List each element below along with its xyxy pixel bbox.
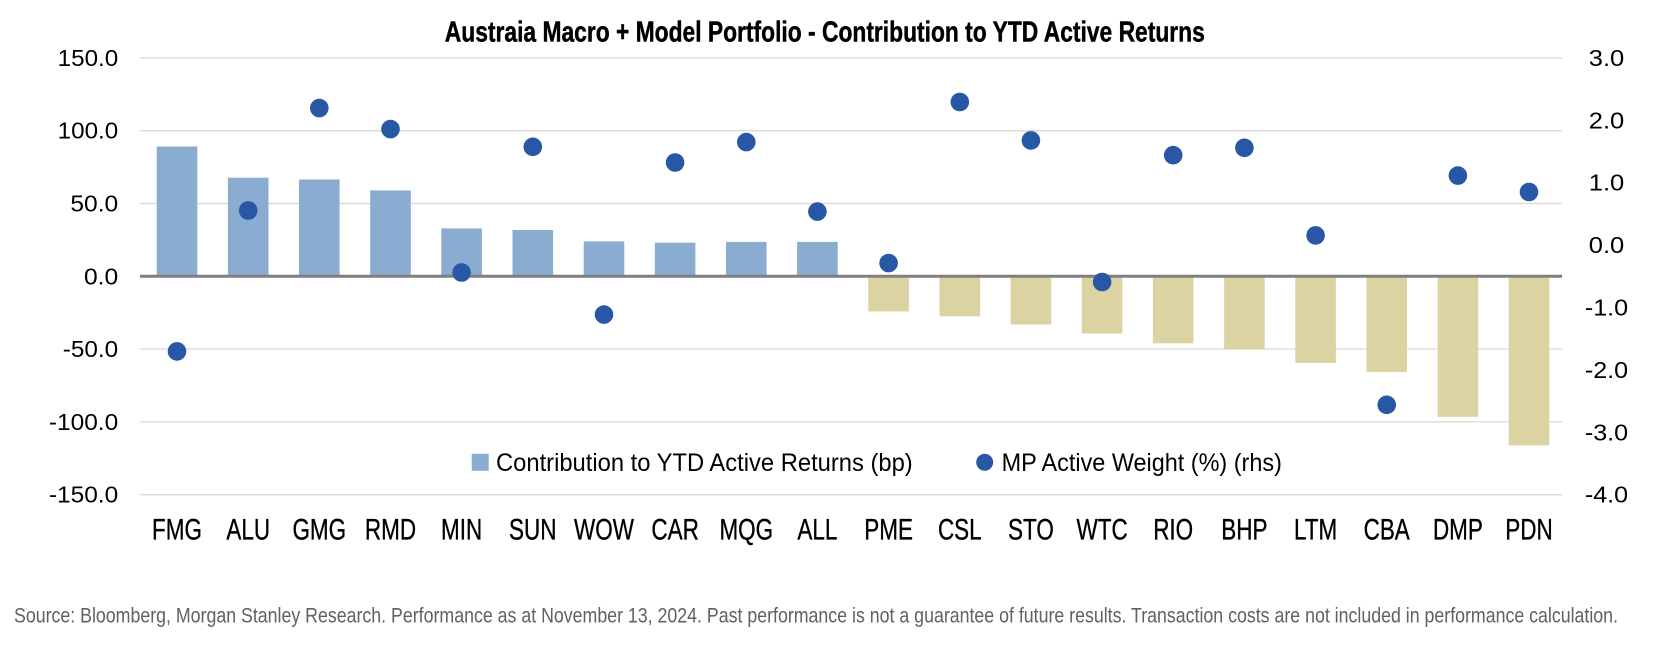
- svg-text:BHP: BHP: [1221, 513, 1267, 546]
- svg-text:Contribution to YTD Active Ret: Contribution to YTD Active Returns (bp): [496, 449, 913, 477]
- svg-text:-3.0: -3.0: [1585, 419, 1628, 445]
- svg-text:STO: STO: [1008, 513, 1054, 546]
- svg-text:2.0: 2.0: [1589, 107, 1625, 133]
- svg-text:CBA: CBA: [1364, 513, 1410, 546]
- svg-text:1.0: 1.0: [1589, 170, 1625, 196]
- svg-text:50.0: 50.0: [70, 191, 118, 217]
- svg-text:ALL: ALL: [797, 513, 837, 546]
- svg-text:CSL: CSL: [938, 513, 982, 546]
- svg-text:MIN: MIN: [441, 513, 482, 546]
- svg-text:LTM: LTM: [1294, 513, 1337, 546]
- svg-text:DMP: DMP: [1433, 513, 1483, 546]
- svg-text:PME: PME: [864, 513, 913, 546]
- svg-text:Source: Bloomberg, Morgan Stan: Source: Bloomberg, Morgan Stanley Resear…: [14, 604, 1618, 628]
- svg-text:-100.0: -100.0: [49, 409, 118, 435]
- svg-text:WTC: WTC: [1077, 513, 1128, 546]
- svg-text:3.0: 3.0: [1589, 45, 1625, 71]
- svg-text:MP Active Weight (%) (rhs): MP Active Weight (%) (rhs): [1002, 449, 1282, 477]
- svg-text:-1.0: -1.0: [1585, 295, 1628, 321]
- svg-text:GMG: GMG: [292, 513, 346, 546]
- svg-text:100.0: 100.0: [58, 118, 119, 144]
- svg-text:SUN: SUN: [509, 513, 557, 546]
- svg-text:WOW: WOW: [574, 513, 634, 546]
- svg-text:-150.0: -150.0: [49, 482, 118, 508]
- svg-text:0.0: 0.0: [1589, 232, 1625, 258]
- svg-text:PDN: PDN: [1505, 513, 1553, 546]
- svg-text:FMG: FMG: [152, 513, 202, 546]
- svg-text:-2.0: -2.0: [1585, 357, 1628, 383]
- svg-text:RMD: RMD: [365, 513, 416, 546]
- svg-text:-4.0: -4.0: [1585, 482, 1628, 508]
- svg-text:ALU: ALU: [226, 513, 270, 546]
- svg-text:MQG: MQG: [719, 513, 773, 546]
- svg-text:RIO: RIO: [1153, 513, 1193, 546]
- svg-text:CAR: CAR: [651, 513, 699, 546]
- svg-text:-50.0: -50.0: [63, 336, 118, 362]
- svg-text:0.0: 0.0: [84, 263, 118, 289]
- svg-text:Austraia Macro + Model Portfol: Austraia Macro + Model Portfolio - Contr…: [445, 17, 1205, 49]
- svg-text:150.0: 150.0: [58, 45, 119, 71]
